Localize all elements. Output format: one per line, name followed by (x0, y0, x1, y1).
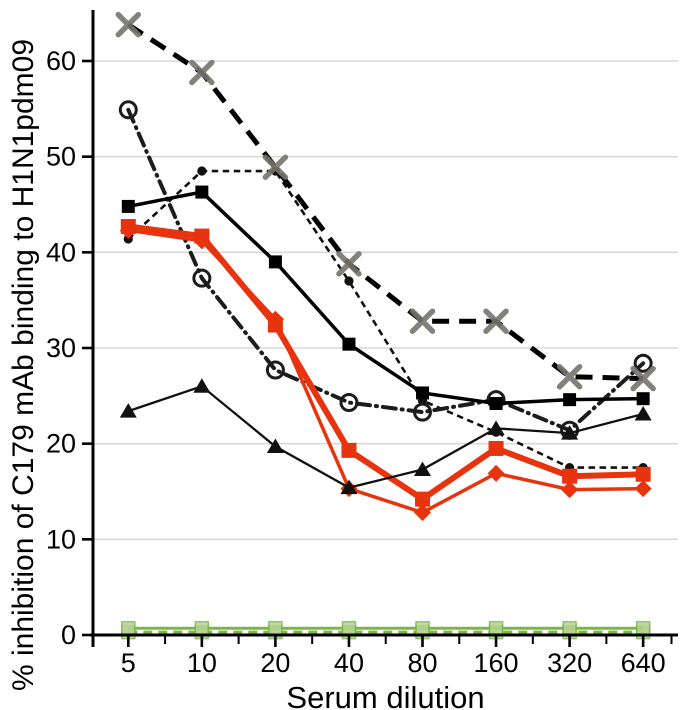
green-square-marker (121, 621, 136, 636)
filled-square-marker (563, 393, 577, 407)
filled-diamond-marker (193, 232, 211, 250)
open-circle-marker (118, 100, 138, 120)
x-tick-label-320: 320 (547, 648, 592, 678)
x-cross-marker (630, 365, 656, 392)
y-tick-label-50: 50 (46, 142, 76, 172)
series-red-filled-diamond (119, 221, 652, 522)
series-line (127, 384, 644, 489)
x-cross-marker (483, 308, 509, 334)
filled-square-large-marker (562, 468, 578, 484)
x-cross-marker (189, 59, 215, 86)
series-black-thin-solid-triangle (119, 378, 652, 495)
filled-square-marker (489, 396, 503, 410)
filled-diamond-marker (561, 481, 579, 499)
x-tick-label-40: 40 (334, 648, 364, 678)
filled-square-large-marker (415, 491, 430, 507)
filled-diamond-marker (487, 464, 505, 482)
filled-diamond-marker (266, 310, 284, 328)
filled-square-marker (636, 392, 650, 406)
open-circle-marker (265, 360, 285, 380)
filled-triangle-marker (414, 461, 431, 476)
series-black-solid-filled-square (121, 185, 650, 410)
filled-square-marker (195, 185, 209, 199)
open-circle-marker (192, 268, 212, 288)
x-cross-marker (115, 11, 142, 38)
green-square-marker (268, 621, 283, 636)
y-tick-label-60: 60 (46, 46, 76, 76)
filled-triangle-marker (340, 479, 358, 495)
green-square-marker (415, 621, 430, 636)
filled-triangle-marker (487, 420, 505, 435)
series-black-bold-dashed-x (115, 11, 656, 392)
filled-square-large-marker (341, 442, 357, 458)
filled-triangle-marker (561, 425, 579, 440)
small-filled-circle-marker (344, 276, 354, 286)
filled-square-large-marker (635, 466, 651, 482)
filled-diamond-marker (634, 480, 652, 498)
x-cross-marker (556, 363, 583, 390)
open-circle-marker (413, 402, 432, 422)
x-cross-marker (336, 251, 362, 277)
y-tick-label-20: 20 (46, 429, 76, 459)
filled-square-large-marker (488, 440, 504, 456)
green-square-marker (635, 621, 651, 636)
filled-triangle-marker (634, 406, 652, 421)
x-cross-marker (409, 308, 436, 334)
small-filled-circle-marker (123, 234, 133, 244)
y-tick-label-40: 40 (46, 237, 76, 267)
green-square-marker (341, 621, 357, 636)
series-line (128, 228, 644, 515)
filled-diamond-marker (414, 504, 431, 522)
x-tick-label-5: 5 (121, 648, 136, 678)
filled-triangle-marker (193, 378, 211, 393)
filled-square-marker (268, 255, 282, 269)
series-line (127, 169, 644, 469)
filled-triangle-marker (119, 403, 137, 418)
filled-square-marker (416, 386, 429, 400)
filled-triangle-marker (266, 438, 284, 454)
x-tick-label-640: 640 (621, 648, 666, 678)
x-axis-title: Serum dilution (286, 680, 485, 710)
filled-square-marker (121, 199, 135, 213)
y-tick-label-10: 10 (46, 524, 76, 554)
green-square-marker (562, 621, 577, 636)
series-green-solid-square (121, 621, 651, 636)
green-square-marker (194, 621, 210, 636)
green-square-marker (488, 621, 504, 636)
filled-diamond-marker (119, 221, 137, 239)
y-tick-label-0: 0 (61, 620, 76, 650)
series-line (126, 107, 646, 433)
filled-square-marker (342, 337, 356, 351)
open-circle-marker (339, 393, 359, 413)
series-line (127, 190, 644, 406)
series-line (127, 223, 644, 503)
open-circle-marker (633, 353, 653, 373)
x-tick-label-80: 80 (407, 648, 437, 678)
x-cross-marker (262, 154, 289, 180)
y-tick-label-30: 30 (46, 333, 76, 363)
x-tick-label-20: 20 (260, 648, 290, 678)
small-filled-circle-marker (197, 166, 207, 176)
x-tick-label-10: 10 (187, 648, 217, 678)
x-tick-label-160: 160 (474, 648, 519, 678)
